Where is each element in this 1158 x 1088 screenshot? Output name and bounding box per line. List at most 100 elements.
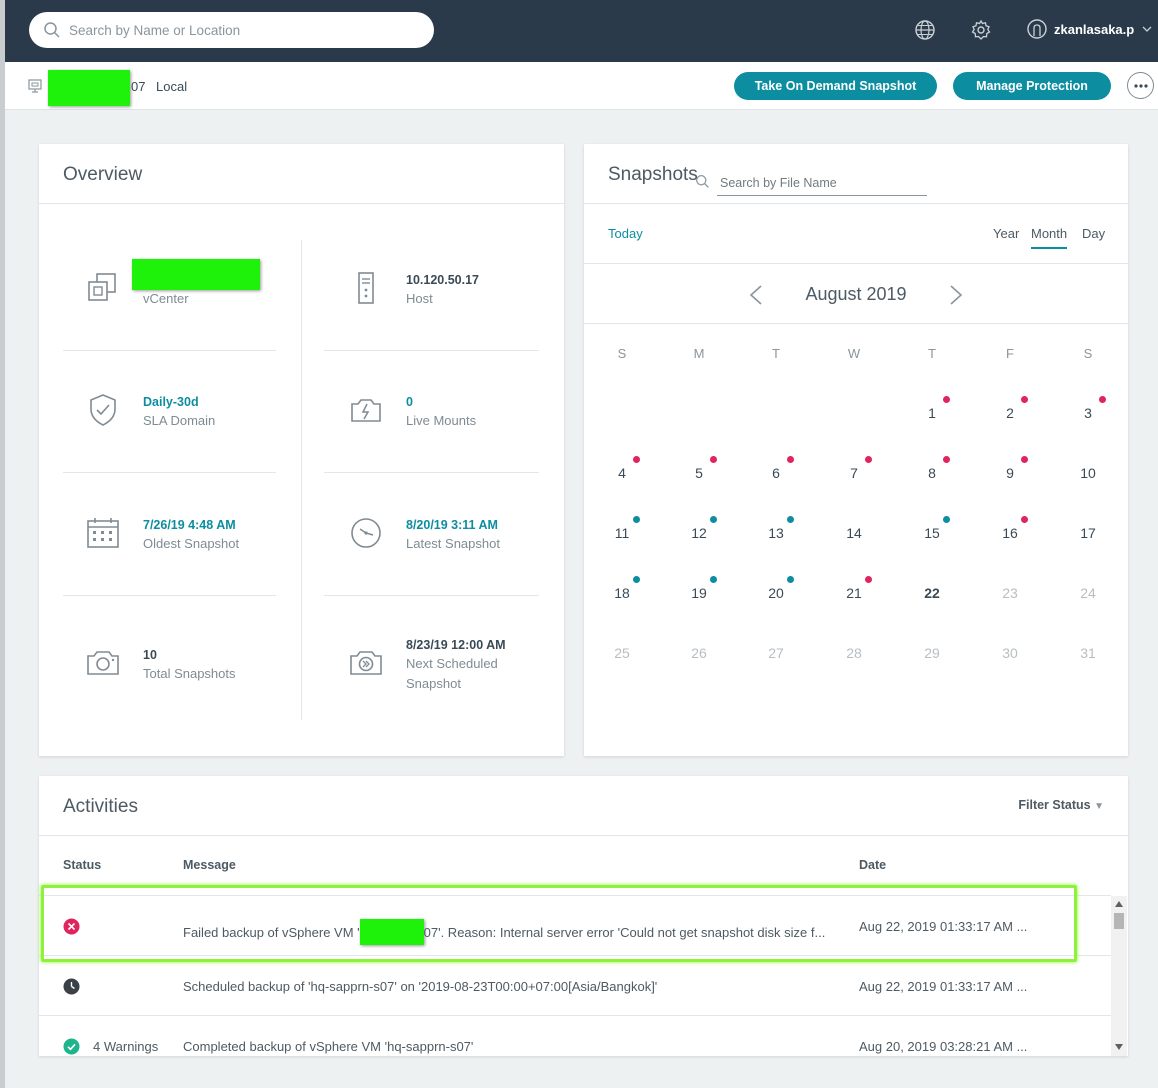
clock-icon — [351, 518, 381, 548]
file-search-input[interactable] — [720, 175, 900, 190]
calendar-day[interactable]: 29 — [924, 645, 940, 661]
username: zkanlasaka.p — [1054, 21, 1135, 37]
previous-month-arrow-icon[interactable] — [748, 284, 764, 306]
snapshot-indicator-dot — [1021, 456, 1028, 463]
calendar-day[interactable]: 10 — [1080, 465, 1096, 481]
table-row[interactable]: Scheduled backup of 'hq-sapprn-s07' on '… — [39, 955, 1111, 1015]
search-icon — [44, 22, 60, 38]
activities-card: Activities Filter Status ▼ Status Messag… — [39, 776, 1128, 1056]
calendar-day[interactable]: 23 — [1002, 585, 1018, 601]
scrollbar-thumb[interactable] — [1114, 913, 1124, 929]
weekday-header: W — [847, 346, 861, 361]
vm-name-suffix: 07 — [131, 79, 146, 94]
overview-column-divider — [301, 240, 302, 720]
calendar-day[interactable]: 26 — [691, 645, 707, 661]
calendar-day[interactable]: 17 — [1080, 525, 1096, 541]
snapshot-indicator-dot — [710, 516, 717, 523]
top-bar: zkanlasaka.p — [5, 0, 1158, 62]
total-snapshots-label: Total Snapshots — [143, 666, 236, 681]
calendar-day[interactable]: 2 — [1006, 405, 1014, 421]
snapshot-indicator-dot — [943, 396, 950, 403]
left-edge-strip — [0, 0, 5, 1088]
activities-scrollbar[interactable] — [1111, 896, 1127, 1056]
search-icon — [696, 175, 709, 188]
calendar-day[interactable]: 3 — [1084, 405, 1092, 421]
calendar-day[interactable]: 31 — [1080, 645, 1096, 661]
gear-icon[interactable] — [970, 19, 992, 41]
column-header-date[interactable]: Date — [859, 858, 887, 872]
globe-icon[interactable] — [914, 19, 936, 41]
calendar-day[interactable]: 19 — [691, 585, 707, 601]
success-check-icon — [63, 1038, 80, 1055]
view-tab-month[interactable]: Month — [1031, 226, 1068, 249]
snapshot-indicator-dot — [1021, 396, 1028, 403]
overview-row-divider — [324, 595, 539, 596]
live-mount-camera-icon — [351, 399, 381, 422]
global-search[interactable] — [29, 12, 434, 48]
calendar-icon — [87, 518, 119, 548]
more-options-button[interactable] — [1127, 72, 1154, 99]
calendar-day[interactable]: 6 — [772, 465, 780, 481]
calendar-day[interactable]: 9 — [1006, 465, 1014, 481]
calendar-day[interactable]: 16 — [1002, 525, 1018, 541]
latest-snapshot-value[interactable]: 8/20/19 3:11 AM — [406, 518, 498, 532]
weekday-header: F — [1006, 346, 1014, 361]
column-header-status[interactable]: Status — [63, 858, 102, 872]
user-menu[interactable]: zkanlasaka.p — [1026, 18, 1152, 40]
calendar-day[interactable]: 8 — [928, 465, 936, 481]
calendar-day[interactable]: 28 — [846, 645, 862, 661]
manage-protection-button[interactable]: Manage Protection — [953, 72, 1111, 100]
activity-date: Aug 20, 2019 03:28:21 AM ... — [859, 1039, 1028, 1054]
activity-message-prefix: Failed backup of vSphere VM ' — [183, 925, 360, 940]
calendar-day[interactable]: 24 — [1080, 585, 1096, 601]
latest-snapshot-label: Latest Snapshot — [406, 536, 500, 551]
calendar-day[interactable]: 15 — [924, 525, 940, 541]
snapshot-indicator-dot — [943, 456, 950, 463]
calendar-day[interactable]: 7 — [850, 465, 858, 481]
overview-row-divider — [324, 350, 539, 351]
calendar-day[interactable]: 27 — [768, 645, 784, 661]
vm-location: Local — [156, 79, 188, 94]
redacted-vm-name — [48, 70, 130, 106]
table-row[interactable]: Failed backup of vSphere VM ' 07'. Reason… — [39, 895, 1111, 955]
calendar-day[interactable]: 18 — [614, 585, 630, 601]
shield-check-icon — [90, 394, 116, 426]
snapshot-indicator-dot — [710, 456, 717, 463]
oldest-snapshot-value[interactable]: 7/26/19 4:48 AM — [143, 518, 236, 532]
global-search-input[interactable] — [69, 22, 409, 38]
scroll-up-arrow-icon[interactable] — [1115, 901, 1123, 907]
calendar-day[interactable]: 21 — [846, 585, 862, 601]
snapshots-title: Snapshots — [608, 164, 698, 185]
warning-count[interactable]: 4 Warnings — [93, 1039, 159, 1054]
activities-header-divider — [39, 835, 1128, 836]
calendar-day[interactable]: 14 — [846, 525, 862, 541]
calendar-day[interactable]: 20 — [768, 585, 784, 601]
calendar-day[interactable]: 11 — [614, 525, 630, 541]
today-link[interactable]: Today — [608, 226, 643, 241]
calendar-day[interactable]: 5 — [695, 465, 703, 481]
take-on-demand-snapshot-button[interactable]: Take On Demand Snapshot — [734, 72, 937, 100]
scroll-down-arrow-icon[interactable] — [1115, 1044, 1123, 1050]
snapshot-indicator-dot — [865, 456, 872, 463]
view-tab-year[interactable]: Year — [993, 226, 1020, 241]
column-header-message[interactable]: Message — [183, 858, 236, 872]
virtual-machine-icon — [28, 79, 42, 93]
sla-domain-value[interactable]: Daily-30d — [143, 395, 199, 409]
calendar-day[interactable]: 13 — [768, 525, 784, 541]
calendar-day[interactable]: 30 — [1002, 645, 1018, 661]
weekday-header: M — [693, 346, 705, 361]
filter-status-dropdown[interactable]: Filter Status ▼ — [1018, 798, 1104, 812]
calendar-day[interactable]: 1 — [928, 405, 936, 421]
calendar-day[interactable]: 25 — [614, 645, 630, 661]
next-month-arrow-icon[interactable] — [948, 284, 964, 306]
view-tab-day[interactable]: Day — [1082, 226, 1106, 241]
next-scheduled-snapshot-label-line2: Snapshot — [406, 676, 461, 691]
calendar-day[interactable]: 22 — [924, 585, 940, 601]
live-mounts-value[interactable]: 0 — [406, 395, 413, 409]
calendar-day[interactable]: 12 — [691, 525, 707, 541]
live-mounts-label: Live Mounts — [406, 413, 477, 428]
calendar-day[interactable]: 4 — [618, 465, 626, 481]
table-row[interactable]: 4 Warnings Completed backup of vSphere V… — [39, 1015, 1111, 1056]
overview-title: Overview — [63, 164, 143, 185]
file-search[interactable] — [696, 170, 927, 196]
